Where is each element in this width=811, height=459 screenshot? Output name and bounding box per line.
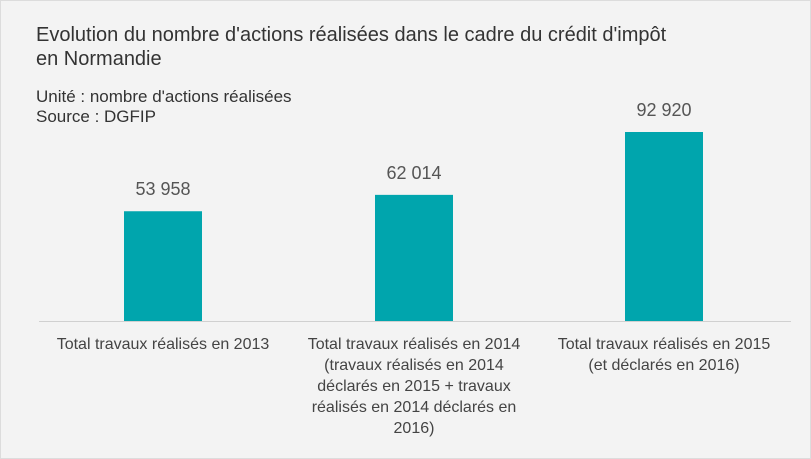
bar xyxy=(124,211,202,321)
x-tick-label: Total travaux réalisés en 2013 xyxy=(56,336,270,353)
subtitle: Source : DGFIP xyxy=(36,107,156,126)
value-label: 53 958 xyxy=(135,179,190,199)
value-label: 62 014 xyxy=(386,163,441,183)
chart-title: Evolution du nombre d'actions réalisées … xyxy=(36,24,667,70)
value-label: 92 920 xyxy=(636,100,691,120)
bar xyxy=(625,132,703,321)
subtitle: Unité : nombre d'actions réalisées xyxy=(36,87,292,106)
x-tick-label: Total travaux réalisés en 2014 (travaux … xyxy=(307,336,521,437)
bar xyxy=(375,194,453,321)
x-tick-label: Total travaux réalisés en 2015 (et décla… xyxy=(557,336,771,374)
